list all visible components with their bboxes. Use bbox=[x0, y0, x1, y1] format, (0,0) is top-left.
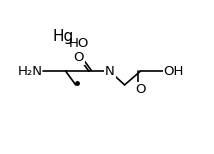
Text: O: O bbox=[135, 83, 146, 96]
Text: N: N bbox=[105, 65, 114, 78]
Text: OH: OH bbox=[163, 65, 184, 78]
Text: HO: HO bbox=[69, 37, 89, 50]
Text: Hg: Hg bbox=[53, 29, 74, 44]
Text: O: O bbox=[74, 51, 84, 64]
Text: H₂N: H₂N bbox=[18, 65, 43, 78]
